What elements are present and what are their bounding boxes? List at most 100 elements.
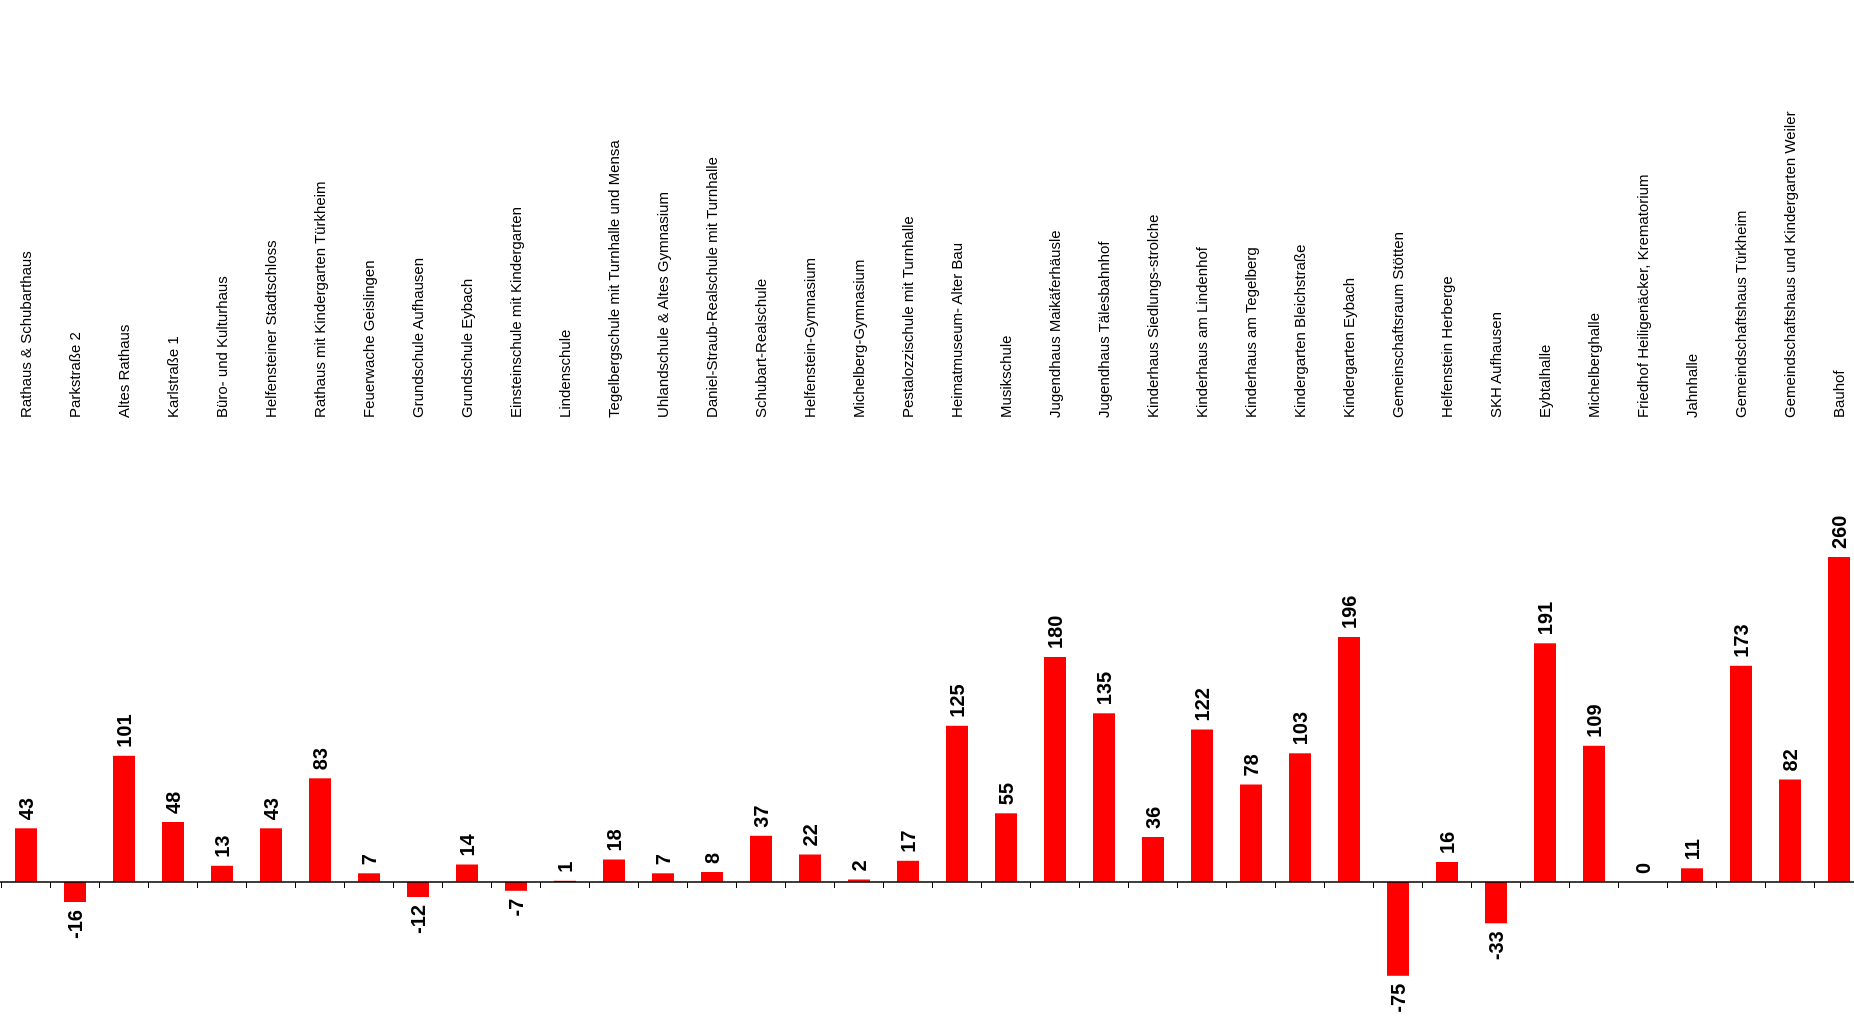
category-label-schubart-realschule: Schubart-Realschule	[753, 279, 770, 418]
bar-helfenstein-herberge	[1436, 862, 1458, 882]
value-label-skh-aufhausen: -33	[1486, 931, 1508, 960]
bar-einsteinschule-mit-kindergarten	[505, 882, 527, 891]
category-label-helfensteiner-stadtschloss: Helfensteiner Stadtschloss	[263, 240, 280, 418]
category-label-heimatmuseum-alter-bau: Heimatmuseum- Alter Bau	[949, 243, 966, 418]
value-label-bauhof: 260	[1829, 516, 1851, 549]
value-label-altes-rathaus: 101	[114, 714, 136, 747]
category-label-jugendhaus-taelesbahnhof: Jugendhaus Tälesbahnhof	[1096, 241, 1113, 418]
bar-uhlandschule-altes-gymnasium	[652, 873, 674, 883]
bar-gemeindschaftshaus-und-kindergarten-weiler	[1779, 779, 1801, 882]
value-label-jugendhaus-maikaeferhaeusle: 180	[1045, 616, 1067, 649]
value-label-lindenschule: 1	[555, 862, 577, 873]
value-label-michelberghalle: 109	[1584, 704, 1606, 737]
value-label-friedhof-heiligenaecker-krematorium: 0	[1633, 863, 1655, 874]
bar-skh-aufhausen	[1485, 882, 1507, 924]
bar-grundschule-aufhausen	[407, 882, 429, 897]
value-label-schubart-realschule: 37	[751, 806, 773, 828]
category-label-kinderhaus-am-tegelberg: Kinderhaus am Tegelberg	[1243, 247, 1260, 418]
value-label-grundschule-aufhausen: -12	[408, 905, 430, 934]
value-label-tegelbergschule-mit-turnhalle-und-mensa: 18	[604, 829, 626, 851]
bar-kinderhaus-siedlungs-strolche	[1142, 837, 1164, 882]
value-label-uhlandschule-altes-gymnasium: 7	[653, 854, 675, 865]
category-label-pestalozzischule-mit-turnhalle: Pestalozzischule mit Turnhalle	[900, 216, 917, 418]
value-label-gemeindschaftshaus-tuerkheim: 173	[1731, 624, 1753, 657]
category-label-musikschule: Musikschule	[998, 335, 1015, 418]
value-label-rathaus-schubarthaus: 43	[16, 798, 38, 820]
value-label-kinderhaus-am-tegelberg: 78	[1241, 754, 1263, 776]
category-label-buero-und-kulturhaus: Büro- und Kulturhaus	[214, 276, 231, 418]
category-label-kindergarten-bleichstrasse: Kindergarten Bleichstraße	[1292, 245, 1309, 418]
category-label-bauhof: Bauhof	[1831, 370, 1848, 418]
bar-gemeindschaftshaus-tuerkheim	[1730, 665, 1752, 883]
value-label-helfensteiner-stadtschloss: 43	[261, 798, 283, 820]
value-label-pestalozzischule-mit-turnhalle: 17	[898, 831, 920, 853]
category-label-daniel-straub-realschule-mit-turnhalle: Daniel-Straub-Realschule mit Turnhalle	[704, 157, 721, 418]
value-label-helfenstein-gymnasium: 22	[800, 824, 822, 846]
category-label-gemeindschaftshaus-und-kindergarten-weiler: Gemeindschaftshaus und Kindergarten Weil…	[1782, 111, 1799, 418]
category-label-michelberg-gymnasium: Michelberg-Gymnasium	[851, 260, 868, 418]
bar-kinderhaus-am-lindenhof	[1191, 729, 1213, 882]
bar-jahnhalle	[1681, 868, 1703, 883]
value-label-feuerwache-geislingen: 7	[359, 854, 381, 865]
value-label-rathaus-mit-kindergarten-tuerkheim: 83	[310, 748, 332, 770]
category-label-grundschule-aufhausen: Grundschule Aufhausen	[410, 258, 427, 418]
value-label-heimatmuseum-alter-bau: 125	[947, 684, 969, 717]
value-label-einsteinschule-mit-kindergarten: -7	[506, 899, 528, 917]
category-label-tegelbergschule-mit-turnhalle-und-mensa: Tegelbergschule mit Turnhalle und Mensa	[606, 140, 623, 418]
category-label-gemeindschaftshaus-tuerkheim: Gemeindschaftshaus Türkheim	[1733, 211, 1750, 418]
category-label-parkstrasse-2: Parkstraße 2	[67, 332, 84, 418]
bar-bauhof	[1828, 557, 1850, 882]
category-label-helfenstein-herberge: Helfenstein Herberge	[1439, 276, 1456, 418]
bar-tegelbergschule-mit-turnhalle-und-mensa	[603, 859, 625, 882]
bar-michelberghalle	[1583, 745, 1605, 883]
value-label-kindergarten-eybach: 196	[1339, 596, 1361, 629]
bar-musikschule	[995, 813, 1017, 883]
category-label-feuerwache-geislingen: Feuerwache Geislingen	[361, 260, 378, 418]
value-label-jahnhalle: 11	[1682, 839, 1704, 860]
bar-schubart-realschule	[750, 835, 772, 883]
bar-feuerwache-geislingen	[358, 873, 380, 883]
category-label-jahnhalle: Jahnhalle	[1684, 354, 1701, 418]
value-label-eybtalhalle: 191	[1535, 602, 1557, 635]
bar-pestalozzischule-mit-turnhalle	[897, 860, 919, 883]
bar-heimatmuseum-alter-bau	[946, 725, 968, 883]
value-label-daniel-straub-realschule-mit-turnhalle: 8	[702, 853, 724, 864]
value-label-buero-und-kulturhaus: 13	[212, 836, 234, 858]
bar-rathaus-mit-kindergarten-tuerkheim	[309, 778, 331, 883]
category-label-rathaus-schubarthaus: Rathaus & Schubarthaus	[18, 251, 35, 418]
bar-helfenstein-gymnasium	[799, 854, 821, 882]
bar-gemeinschaftsraum-stoetten	[1387, 882, 1409, 976]
category-label-michelberghalle: Michelberghalle	[1586, 313, 1603, 418]
bar-michelberg-gymnasium	[848, 879, 870, 882]
category-label-lindenschule: Lindenschule	[557, 330, 574, 418]
category-label-gemeinschaftsraum-stoetten: Gemeinschaftsraum Stötten	[1390, 232, 1407, 418]
value-label-kindergarten-bleichstrasse: 103	[1290, 712, 1312, 745]
bar-kinderhaus-am-tegelberg	[1240, 784, 1262, 882]
value-label-kinderhaus-am-lindenhof: 122	[1192, 688, 1214, 721]
value-label-grundschule-eybach: 14	[457, 833, 479, 856]
category-label-kinderhaus-siedlungs-strolche: Kinderhaus Siedlungs-strolche	[1145, 215, 1162, 418]
category-label-eybtalhalle: Eybtalhalle	[1537, 345, 1554, 418]
category-label-altes-rathaus: Altes Rathaus	[116, 325, 133, 418]
bar-rathaus-schubarthaus	[15, 828, 37, 883]
category-labels: Rathaus & Schubarthaus Parkstraße 2 Altes …	[18, 111, 1848, 418]
category-label-uhlandschule-altes-gymnasium: Uhlandschule & Altes Gymnasium	[655, 192, 672, 418]
value-label-gemeindschaftshaus-und-kindergarten-weiler: 82	[1780, 749, 1802, 771]
bar-altes-rathaus	[113, 755, 135, 883]
value-label-karlstrasse-1: 48	[163, 792, 185, 814]
category-label-helfenstein-gymnasium: Helfenstein-Gymnasium	[802, 258, 819, 418]
bar-eybtalhalle	[1534, 643, 1556, 883]
category-label-kinderhaus-am-lindenhof: Kinderhaus am Lindenhof	[1194, 246, 1211, 418]
bar-helfensteiner-stadtschloss	[260, 828, 282, 883]
category-label-karlstrasse-1: Karlstraße 1	[165, 336, 182, 418]
bar-buero-und-kulturhaus	[211, 865, 233, 883]
category-label-friedhof-heiligenaecker-krematorium: Friedhof Heiligenäcker, Krematorium	[1635, 175, 1652, 418]
bar-kindergarten-eybach	[1338, 637, 1360, 882]
bar-parkstrasse-2	[64, 882, 86, 902]
x-axis	[0, 881, 1854, 888]
bar-daniel-straub-realschule-mit-turnhalle	[701, 872, 723, 882]
value-label-gemeinschaftsraum-stoetten: -75	[1388, 984, 1410, 1013]
